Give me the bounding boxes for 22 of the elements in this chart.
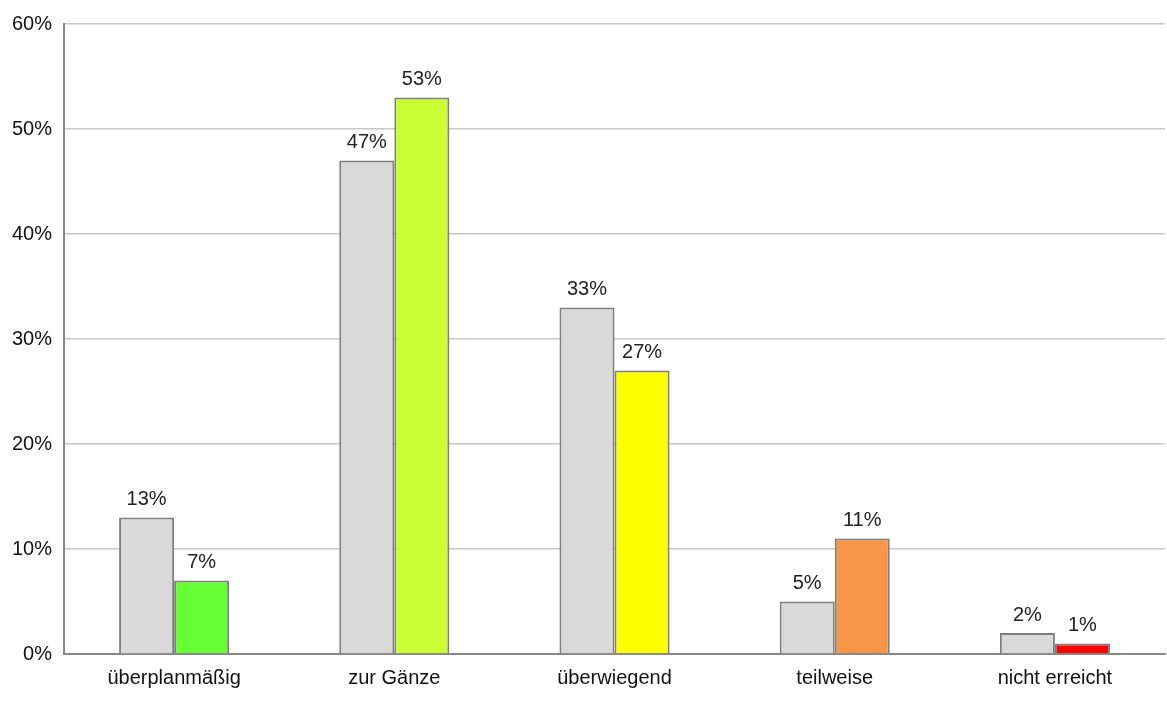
data-label: 53% [401, 67, 443, 90]
data-label: 27% [622, 340, 663, 363]
data-label: 5% [792, 571, 822, 594]
y-tick-label: 50% [12, 116, 53, 139]
data-label: 13% [126, 487, 167, 510]
y-tick-label: 10% [12, 536, 53, 559]
y-tick-label: 0% [23, 641, 53, 664]
data-label: 7% [187, 550, 217, 573]
y-tick-label: 40% [12, 221, 53, 244]
data-label: 33% [566, 277, 608, 300]
y-tick-label: 20% [12, 431, 53, 454]
x-tick-label: überwiegend [557, 665, 672, 688]
y-tick-label: 30% [12, 326, 53, 349]
x-tick-label: nicht erreicht [997, 665, 1113, 688]
data-label: 47% [346, 130, 388, 153]
data-label: 11% [842, 508, 882, 531]
data-label: 1% [1067, 613, 1098, 636]
x-tick-label: überplanmäßig [107, 665, 241, 688]
y-tick-label: 60% [12, 11, 53, 34]
data-label: 2% [1012, 602, 1043, 625]
x-tick-label: teilweise [796, 665, 874, 688]
x-tick-label: zur Gänze [348, 665, 441, 688]
